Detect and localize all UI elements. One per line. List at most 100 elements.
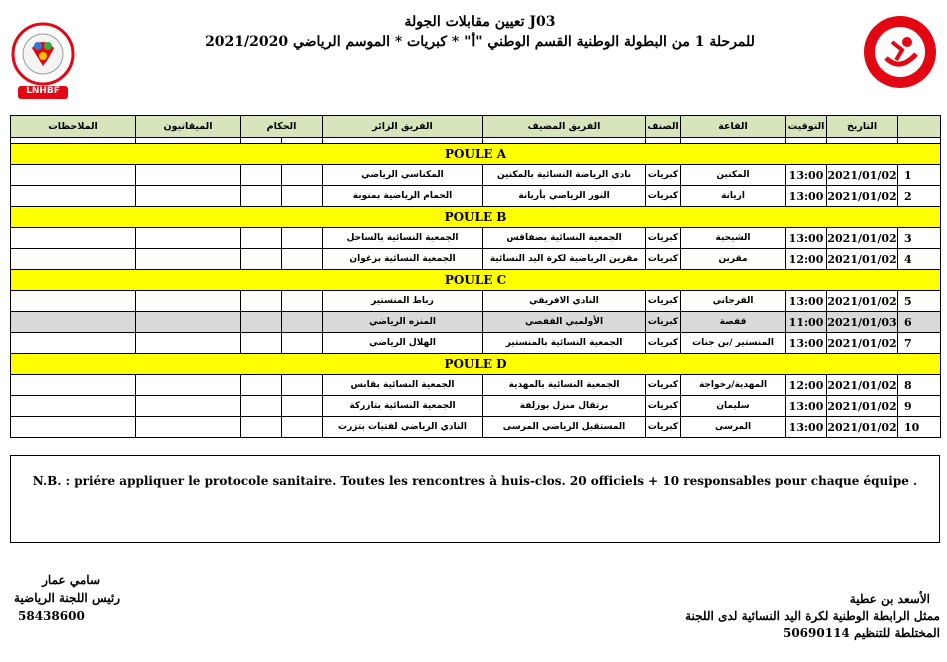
referee-cell (240, 395, 282, 417)
signature-left: سامي عمار رئيس اللجنة الرياضية 58438600 (10, 573, 120, 623)
time: 13:00 (785, 164, 828, 186)
venue: سليمان (680, 395, 787, 417)
signer-role: رئيس اللجنة الرياضية (13, 591, 120, 605)
column-header: التاريخ (826, 115, 899, 138)
home-team: برتقال منزل بوزلفة (482, 395, 647, 417)
away-team: الجمعية النسائية بتازركة (322, 395, 484, 417)
match-number: 1 (897, 164, 942, 186)
remarks-cell (10, 332, 136, 354)
match-row: الجمعية النسائية بتازركة برتقال منزل بوزل… (10, 395, 942, 417)
logo-ftf-handball (862, 14, 938, 90)
signer-role: ممثل الرابطة الوطنية لكرة اليد النسائية … (685, 609, 940, 623)
away-team: الجمعية النسائية بزغوان (322, 248, 484, 270)
category: كبريات (645, 185, 682, 207)
home-team: نادي الرياضة النسائية بالمكنين (482, 164, 647, 186)
remarks-cell (10, 311, 136, 333)
date: 2021/01/02 (826, 290, 899, 312)
home-team: الجمعية النسائية بصفاقس (482, 227, 647, 249)
match-number: 9 (897, 395, 942, 417)
time: 13:00 (785, 395, 828, 417)
category: كبريات (645, 374, 682, 396)
match-number: 8 (897, 374, 942, 396)
referee-cell (240, 374, 282, 396)
venue: المرسى (680, 416, 787, 438)
away-team: الحمام الرياضية بمنوبة (322, 185, 484, 207)
category: كبريات (645, 395, 682, 417)
time: 11:00 (785, 311, 828, 333)
poule-header: POULE D (9, 353, 942, 375)
remarks-cell (10, 227, 136, 249)
referee-cell (240, 416, 282, 438)
column-header (897, 115, 942, 138)
time: 12:00 (785, 248, 828, 270)
venue: المنستير /بن جنات (680, 332, 787, 354)
match-row: رباط المنستير النادي الافريقي كبريات القرجا… (10, 290, 942, 312)
time: 13:00 (785, 185, 828, 207)
category: كبريات (645, 290, 682, 312)
referee-cell (240, 164, 282, 186)
time: 13:00 (785, 416, 828, 438)
signer-name: الأسعد بن عطية (849, 592, 930, 606)
timekeepers-cell (135, 164, 241, 186)
date: 2021/01/02 (826, 374, 899, 396)
column-header: القاعة (680, 115, 787, 138)
timekeepers-cell (135, 416, 241, 438)
match-number: 10 (897, 416, 942, 438)
timekeepers-cell (135, 227, 241, 249)
match-row: النادي الرياضي لفتيات بتزرت المستقبل الري… (10, 416, 942, 438)
timekeepers-cell (135, 185, 241, 207)
referee-cell (280, 290, 324, 312)
category: كبريات (645, 416, 682, 438)
match-number: 3 (897, 227, 942, 249)
timekeepers-cell (135, 311, 241, 333)
poule-header: POULE A (9, 143, 942, 165)
away-team: النادي الرياضي لفتيات بتزرت (322, 416, 484, 438)
remarks-cell (10, 185, 136, 207)
home-team: مقرين الرياضية لكرة اليد النسائية (482, 248, 647, 270)
match-row: الجمعية النسائية بالساحل الجمعية النسائية… (10, 227, 942, 249)
column-header: الصنف (645, 115, 682, 138)
logo-lnhbf: LNHBF (10, 18, 76, 104)
date: 2021/01/02 (826, 248, 899, 270)
time: 13:00 (785, 290, 828, 312)
category: كبريات (645, 332, 682, 354)
away-team: المكناسي الرياضي (322, 164, 484, 186)
match-number: 7 (897, 332, 942, 354)
match-number: 2 (897, 185, 942, 207)
referee-cell (280, 248, 324, 270)
category: كبريات (645, 311, 682, 333)
referee-cell (280, 374, 324, 396)
referee-cell (240, 185, 282, 207)
date: 2021/01/03 (826, 311, 899, 333)
page-title: تعيين مقابلات الجولة J03 (404, 14, 556, 30)
referee-cell (280, 227, 324, 249)
venue: المكنين (680, 164, 787, 186)
referee-cell (280, 185, 324, 207)
column-header: الملاحظات (10, 115, 136, 138)
referee-cell (280, 416, 324, 438)
note-text: N.B. : priére appliquer le protocole san… (32, 474, 918, 488)
column-header: الحكام (239, 115, 324, 138)
poule-label: POULE D (9, 353, 942, 375)
remarks-cell (10, 374, 136, 396)
home-team: الجمعية النسائية بالمنستير (482, 332, 647, 354)
venue: الشيحية (680, 227, 787, 249)
away-team: الهلال الرياضي (322, 332, 484, 354)
home-team: الجمعية النسائية بالمهدية (482, 374, 647, 396)
date: 2021/01/02 (826, 164, 899, 186)
home-team: الأولمبي القفصي (482, 311, 647, 333)
referee-cell (280, 395, 324, 417)
column-header: التوقيت (785, 115, 828, 138)
category: كبريات (645, 248, 682, 270)
away-team: الجمعية النسائية بالساحل (322, 227, 484, 249)
match-row: المنزه الرياضي الأولمبي القفصي كبريات قفصة 1… (10, 311, 942, 333)
category: كبريات (645, 164, 682, 186)
match-row: الهلال الرياضي الجمعية النسائية بالمنستير… (10, 332, 942, 354)
home-team: النور الرياضي بأريانة (482, 185, 647, 207)
referee-cell (240, 290, 282, 312)
signer-phone: 58438600 (18, 609, 85, 623)
matches-table: الملاحظات الميقاتيون الحكام الفريق الزائر ال… (9, 115, 942, 438)
date: 2021/01/02 (826, 416, 899, 438)
remarks-cell (10, 164, 136, 186)
poule-header: POULE B (9, 206, 942, 228)
